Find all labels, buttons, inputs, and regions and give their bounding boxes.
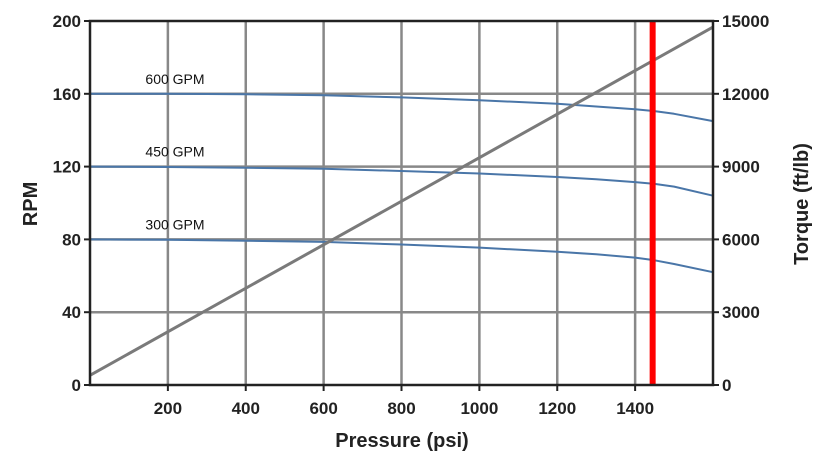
x-tick-label: 800: [387, 399, 415, 418]
series-label: 450 GPM: [145, 144, 204, 160]
y-tick-label: 200: [53, 12, 81, 31]
tick-labels: 200 400 600 800 1000 1200 1400 0 40 80 120 160 200 0 3…: [53, 12, 770, 418]
rpm-series-line: [90, 92, 714, 123]
y2-tick-label: 12000: [722, 85, 769, 104]
y-tick-label: 40: [62, 303, 81, 322]
series-label: 300 GPM: [145, 216, 204, 232]
y2-tick-label: 9000: [722, 158, 760, 177]
x-axis-title: Pressure (psi): [335, 430, 468, 452]
rpm-series-line: [89, 238, 714, 274]
x-tick-label: 1000: [460, 399, 498, 418]
y2-tick-label: 6000: [722, 230, 760, 249]
x-tick-label: 400: [232, 399, 260, 418]
series-layer: [89, 21, 714, 385]
x-tick-label: 200: [154, 399, 182, 418]
y2-tick-label: 0: [722, 376, 731, 395]
y2-tick-label: 15000: [722, 12, 769, 31]
y-axis-title: RPM: [20, 182, 42, 226]
y-tick-label: 160: [53, 85, 81, 104]
y-tick-label: 80: [62, 230, 81, 249]
y2-axis-title: Torque (ft/lb): [791, 143, 813, 265]
series-labels: 600 GPM 450 GPM 300 GPM: [145, 71, 204, 233]
rpm-series-line: [89, 165, 714, 197]
series-label: 600 GPM: [145, 71, 204, 87]
x-tick-label: 1400: [616, 399, 654, 418]
y2-tick-label: 3000: [722, 303, 760, 322]
x-tick-label: 600: [309, 399, 337, 418]
torque-line: [89, 25, 714, 377]
x-tick-label: 1200: [538, 399, 576, 418]
y-tick-label: 120: [53, 158, 81, 177]
y-tick-label: 0: [72, 376, 81, 395]
plot-frame: [84, 19, 719, 391]
